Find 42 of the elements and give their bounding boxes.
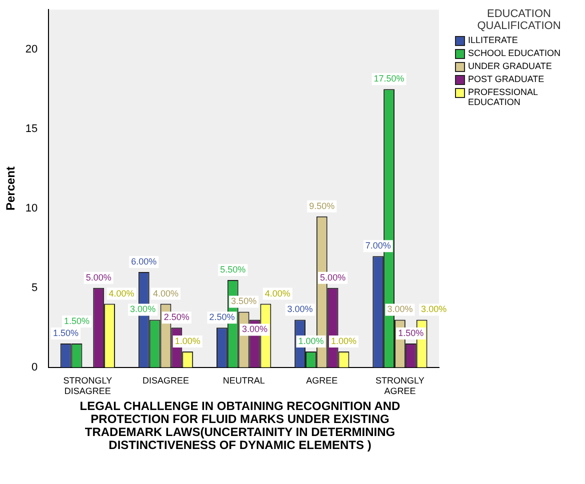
data-label: 3.00%	[287, 304, 313, 314]
data-label: 3.00%	[421, 304, 447, 314]
data-label: 1.00%	[330, 336, 357, 346]
data-label: 5.00%	[86, 272, 112, 282]
data-label: 9.50%	[309, 200, 335, 211]
data-label: 5.00%	[320, 272, 346, 282]
y-tick-label: 15	[25, 122, 38, 135]
x-axis-title: LEGAL CHALLENGE IN OBTAINING RECOGNITION AND PROTECTION FOR FLUID MARKS UNDER EXISTING TRADEMARK LAWS(UNCERTAINITY IN DETERMINING DISTINCTIVENESS OF DYNAMIC ELEMENTS )	[78, 399, 402, 452]
data-label: 3.00%	[130, 304, 156, 314]
data-label: 1.00%	[298, 336, 324, 346]
legend-title: EDUCATION QUALIFICATION	[476, 8, 562, 32]
x-tick-label: STRONGLY DISAGREE	[63, 375, 112, 396]
data-label: 3.00%	[242, 324, 268, 334]
x-tick-label: AGREE	[306, 375, 338, 386]
data-label: 3.00%	[387, 304, 413, 314]
data-label: 17.50%	[374, 74, 404, 84]
legend-label: POST GRADUATE	[468, 74, 544, 84]
data-label: 1.50%	[398, 328, 424, 338]
y-tick-label: 5	[32, 282, 38, 294]
legend-label: PROFESSIONAL EDUCATION	[468, 87, 539, 107]
y-tick-label: 0	[32, 361, 38, 374]
legend-label: SCHOOL EDUCATION	[468, 48, 561, 58]
data-label: 1.50%	[64, 316, 90, 326]
y-axis-title: Percent	[4, 166, 18, 211]
legend-label: UNDER GRADUATE	[468, 61, 552, 71]
data-label: 4.00%	[264, 288, 290, 298]
data-label: 4.00%	[152, 288, 179, 298]
data-label: 4.00%	[108, 288, 134, 298]
data-label: 1.00%	[174, 336, 200, 346]
data-label: 2.50%	[164, 312, 190, 322]
data-label: 6.00%	[131, 256, 157, 266]
x-tick-label: DISAGREE	[142, 375, 190, 386]
data-label: 2.50%	[209, 312, 235, 322]
y-tick-label: 20	[25, 43, 38, 56]
data-label: 3.50%	[231, 296, 257, 306]
data-label: 5.50%	[220, 264, 246, 274]
x-tick-label: NEUTRAL	[222, 375, 265, 386]
x-tick-label: STRONGLY AGREE	[376, 375, 424, 396]
y-tick-label: 10	[25, 202, 38, 214]
data-label: 7.00%	[365, 240, 391, 251]
data-label: 1.50%	[53, 328, 79, 338]
legend-label: ILLITERATE	[468, 35, 518, 45]
